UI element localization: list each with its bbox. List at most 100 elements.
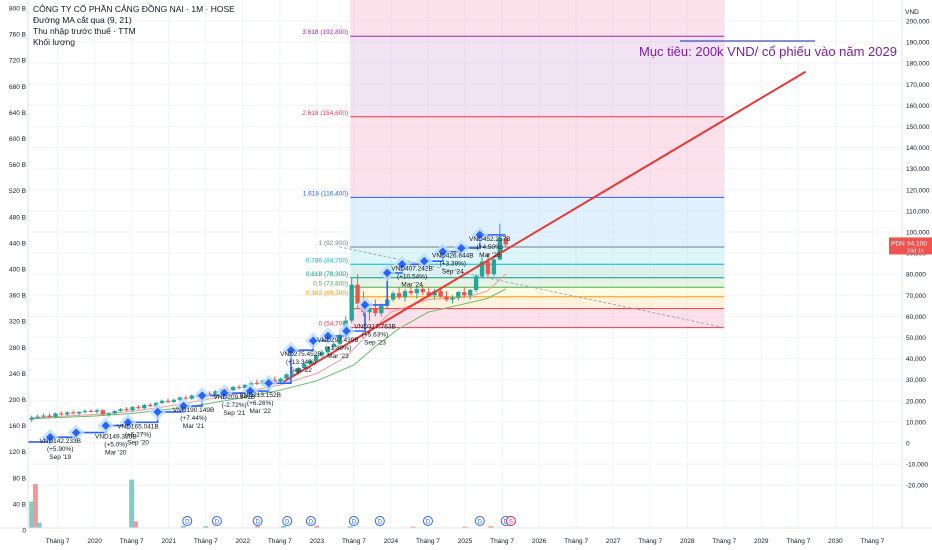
earnings-label-date: Mar '24: [401, 281, 423, 288]
x-axis-tick: Tháng 7: [638, 538, 662, 545]
earnings-label-date: Mar '21: [183, 423, 205, 430]
x-axis-tick: Tháng 7: [268, 538, 292, 545]
earnings-marker: [197, 391, 207, 400]
right-axis-tick: 0: [906, 441, 910, 448]
earnings-marker: [45, 432, 55, 442]
event-marker: [374, 516, 385, 526]
earnings-marker: [123, 418, 133, 427]
x-axis-tick: 2027: [606, 538, 621, 545]
right-axis-tick: 190,000: [906, 40, 930, 47]
right-axis-tick: 60,000: [906, 314, 926, 321]
x-axis-tick: Tháng 7: [564, 538, 588, 545]
candle: [355, 284, 360, 304]
earnings-label-change: (+1.80%): [325, 345, 352, 352]
fib-zone: [350, 277, 725, 288]
candle: [373, 307, 378, 314]
candle: [65, 412, 70, 415]
earnings-marker: [438, 247, 448, 256]
ma-indicator-label[interactable]: Đường MA cắt qua (9, 21): [33, 15, 132, 25]
price-tag-sub: 24d 1h: [907, 248, 924, 254]
earnings-label-change: (+13.34%): [286, 359, 316, 366]
fib-zone: [350, 264, 725, 278]
candle: [82, 410, 88, 412]
earnings-label-date: Mar '20: [105, 450, 127, 457]
candle: [313, 355, 319, 361]
candle: [112, 410, 117, 414]
candle: [142, 405, 147, 409]
x-axis-tick: 2030: [828, 538, 843, 545]
chart-title: CÔNG TY CỔ PHẦN CẢNG ĐỒNG NAI · 1M · HOS…: [33, 4, 235, 14]
right-axis-tick: 10,000: [906, 419, 926, 426]
earnings-label-value: VND190.149B: [173, 407, 215, 414]
candle: [47, 415, 52, 418]
volume-bar: [181, 525, 187, 528]
candle: [331, 343, 337, 347]
left-axis-tick: 40 B: [13, 501, 26, 508]
x-axis-tick: 2023: [310, 538, 325, 545]
x-axis: Tháng 7 2020 Tháng 7 2021 Tháng 7 2022 Tháng 7…: [46, 538, 885, 545]
earnings-indicator-label[interactable]: Thu nhập trước thuế · TTM: [33, 26, 136, 36]
earnings-label: VND275.452B(+13.34%)Sep '22: [280, 351, 322, 374]
earnings-label-date: Sep '22: [290, 367, 312, 374]
candle: [189, 395, 194, 399]
candle: [414, 288, 420, 294]
candle: [165, 400, 171, 402]
volume-bar: [255, 526, 261, 528]
earnings-marker: [220, 388, 229, 398]
candle: [367, 307, 372, 313]
candle: [319, 352, 325, 356]
earnings-marker: [420, 256, 429, 266]
right-axis-tick: 80,000: [906, 272, 926, 279]
fib-level-label: 2.618 (154,600): [302, 110, 348, 117]
event-marker-label: S: [509, 519, 513, 525]
earnings-label-change: (+5.0%): [104, 442, 127, 449]
earnings-label: VND165.041B(+6.27%)Sep '20: [117, 423, 159, 446]
candle: [118, 409, 123, 411]
earnings-marker: [397, 260, 407, 269]
event-marker: [282, 516, 293, 526]
candle: [420, 288, 425, 293]
x-axis-tick: Tháng 7: [860, 538, 884, 545]
left-axis-tick: 760 B: [9, 32, 26, 39]
candle: [337, 335, 343, 344]
earnings-label-value: VND426.644B: [432, 253, 474, 260]
candle: [59, 413, 64, 415]
right-axis-tick: 180,000: [906, 61, 930, 68]
left-axis-tick: 200 B: [9, 397, 26, 404]
earnings-label: VND142.233B(+5.90%)Sep '19: [39, 438, 81, 461]
earnings-label: VND190.149B(+7.44%)Mar '21: [173, 407, 215, 430]
candle: [41, 415, 46, 417]
earnings-label-value: VND407.242B: [391, 265, 433, 272]
volume-bar: [32, 484, 38, 528]
candle: [456, 292, 461, 298]
candle: [491, 259, 497, 275]
candle: [503, 238, 508, 245]
earnings-label-change: (+6.27%): [125, 431, 152, 438]
candle: [408, 291, 414, 294]
left-axis-tick: 680 B: [9, 84, 26, 91]
x-axis-tick: Tháng 7: [786, 538, 810, 545]
right-axis-tick: 200,000: [906, 19, 930, 26]
event-marker-label: D: [426, 519, 431, 525]
volume-bar: [488, 526, 494, 528]
candle: [106, 413, 111, 415]
volume-bar: [347, 526, 353, 528]
earnings-label-change: (+3.39%): [439, 261, 466, 268]
earnings-label-date: Sep '21: [223, 410, 245, 417]
candle: [307, 360, 313, 364]
candle: [76, 411, 82, 414]
earnings-label: VND149.336B(+5.0%)Mar '20: [95, 434, 137, 457]
candle: [485, 261, 491, 275]
volume-indicator-label[interactable]: Khối lượng: [33, 37, 75, 47]
candle: [479, 261, 485, 277]
earnings-label-date: Mar '22: [249, 408, 271, 415]
right-axis: VND -20,000 -10,000 0 10,000 20,000 30,000 40,0…: [905, 9, 930, 490]
right-axis-tick: 20,000: [906, 398, 926, 405]
candle: [100, 410, 106, 415]
candle: [473, 276, 479, 291]
right-axis-tick: -20,000: [906, 483, 928, 490]
event-marker-label: D: [185, 519, 190, 525]
volume-bar: [36, 522, 42, 528]
